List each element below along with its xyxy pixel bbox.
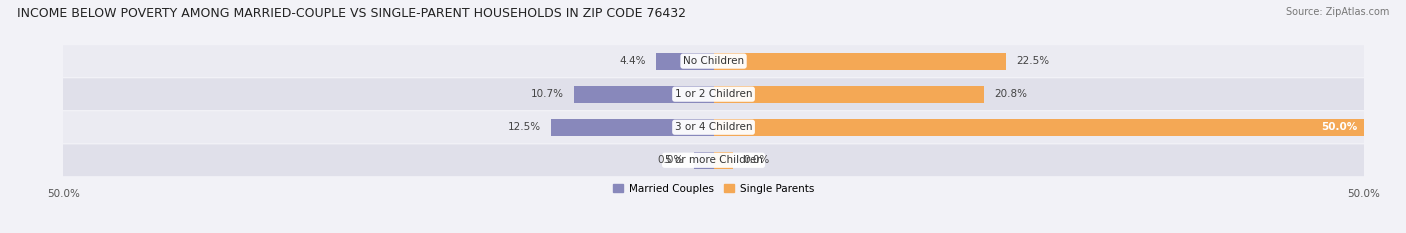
Text: 50.0%: 50.0%	[1322, 122, 1357, 132]
Bar	[713, 86, 984, 103]
Bar	[713, 52, 1007, 70]
Bar	[575, 86, 713, 103]
FancyBboxPatch shape	[56, 78, 1371, 110]
Text: 0.0%: 0.0%	[744, 155, 769, 165]
Text: 10.7%: 10.7%	[531, 89, 564, 99]
Text: 0.0%: 0.0%	[658, 155, 683, 165]
Text: INCOME BELOW POVERTY AMONG MARRIED-COUPLE VS SINGLE-PARENT HOUSEHOLDS IN ZIP COD: INCOME BELOW POVERTY AMONG MARRIED-COUPL…	[17, 7, 686, 20]
Text: 3 or 4 Children: 3 or 4 Children	[675, 122, 752, 132]
Bar	[713, 119, 1364, 136]
Legend: Married Couples, Single Parents: Married Couples, Single Parents	[613, 184, 814, 194]
Text: 20.8%: 20.8%	[994, 89, 1028, 99]
Text: No Children: No Children	[683, 56, 744, 66]
FancyBboxPatch shape	[56, 144, 1371, 176]
Bar	[713, 152, 733, 169]
Bar	[551, 119, 713, 136]
FancyBboxPatch shape	[56, 45, 1371, 77]
Text: 4.4%: 4.4%	[620, 56, 645, 66]
Text: 22.5%: 22.5%	[1017, 56, 1050, 66]
Text: 5 or more Children: 5 or more Children	[665, 155, 762, 165]
Bar	[657, 52, 713, 70]
FancyBboxPatch shape	[56, 111, 1371, 143]
Text: Source: ZipAtlas.com: Source: ZipAtlas.com	[1285, 7, 1389, 17]
Text: 12.5%: 12.5%	[508, 122, 540, 132]
Bar	[695, 152, 713, 169]
Text: 1 or 2 Children: 1 or 2 Children	[675, 89, 752, 99]
